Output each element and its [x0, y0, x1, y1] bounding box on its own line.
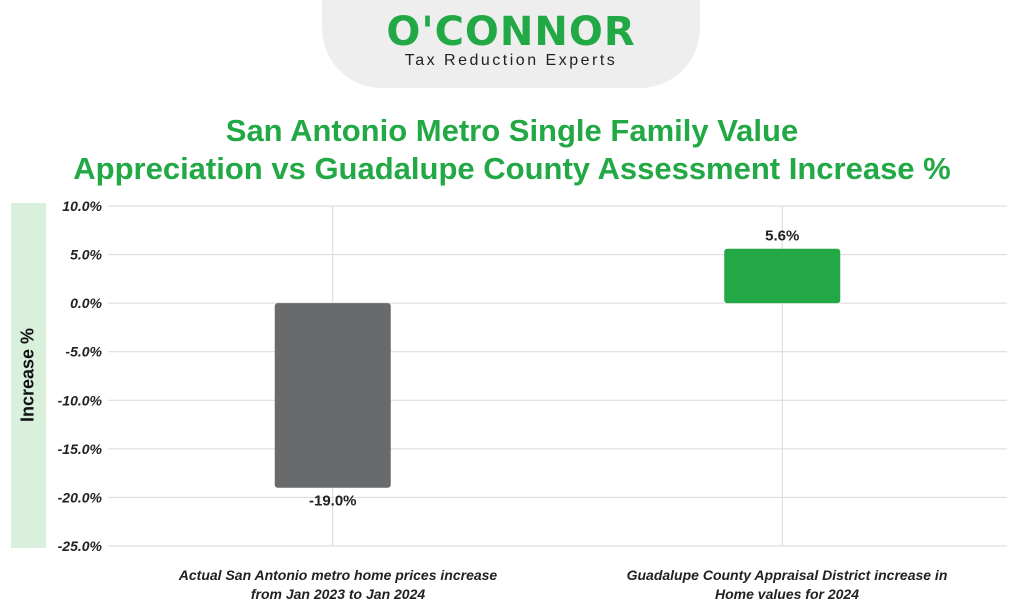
y-tick-label: -5.0% [65, 344, 102, 360]
y-axis-label-band [11, 203, 46, 548]
y-tick-label: 5.0% [70, 247, 102, 263]
x-category-1-line-1: Actual San Antonio metro home prices inc… [178, 567, 498, 583]
x-category-label-1: Actual San Antonio metro home prices inc… [148, 566, 528, 604]
x-category-2-line-1: Guadalupe County Appraisal District incr… [626, 567, 948, 583]
x-category-1-line-2: from Jan 2023 to Jan 2024 [250, 586, 426, 602]
bar-1 [274, 303, 391, 488]
logo-tagline: Tax Reduction Experts [404, 52, 618, 69]
y-tick-label: -25.0% [58, 538, 103, 554]
y-tick-label: 10.0% [62, 198, 102, 214]
y-tick-label: 0.0% [70, 295, 102, 311]
bar-value-label-2: 5.6% [765, 228, 799, 245]
chart-title: San Antonio Metro Single Family Value Ap… [0, 112, 1024, 188]
x-category-label-2: Guadalupe County Appraisal District incr… [597, 566, 977, 604]
y-tick-label: -15.0% [58, 441, 103, 457]
bar-value-label-1: -19.0% [309, 493, 357, 510]
chart-title-line-1: San Antonio Metro Single Family Value [225, 113, 799, 148]
logo: O'CONNOR Tax Reduction Experts [322, 0, 700, 88]
logo-name: O'CONNOR [386, 9, 636, 55]
chart-title-line-2: Appreciation vs Guadalupe County Assessm… [73, 151, 951, 186]
y-tick-label: -10.0% [58, 392, 103, 408]
x-category-2-line-2: Home values for 2024 [715, 586, 859, 602]
bar-2 [724, 248, 841, 304]
y-tick-label: -20.0% [58, 489, 103, 505]
